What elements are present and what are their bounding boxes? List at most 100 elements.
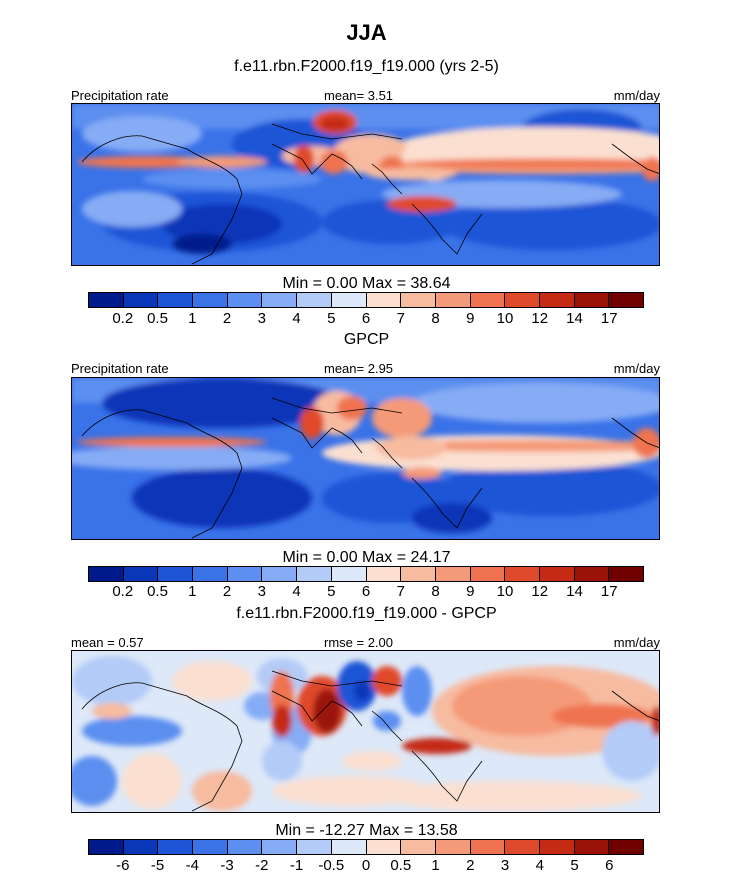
colorbar-tick-label: -1 xyxy=(289,857,304,874)
panel-diff-subtitle: f.e11.rbn.F2000.f19_f19.000 - GPCP xyxy=(236,605,497,622)
panel-obs-colorbar-ticks: 0.2 0.5 1 2 3 4 5 6 7 8 9 10 12 14 17 xyxy=(88,583,644,601)
colorbar-box xyxy=(435,293,471,307)
panel-diff-field xyxy=(72,651,659,812)
colorbar-box xyxy=(297,293,332,307)
panel-obs-colorbar xyxy=(88,566,644,582)
colorbar-box xyxy=(331,840,367,854)
colorbar-tick-label: -4 xyxy=(185,857,199,874)
colorbar-box xyxy=(574,293,610,307)
colorbar-tick-label: 8 xyxy=(431,583,440,600)
colorbar-tick-label: 0 xyxy=(361,857,371,874)
colorbar-box xyxy=(158,840,194,854)
colorbar-tick-label: 1 xyxy=(188,310,197,327)
colorbar-tick-label: 7 xyxy=(396,310,405,327)
panel-obs-field xyxy=(72,378,659,539)
colorbar-box xyxy=(297,840,332,854)
colorbar-box xyxy=(539,293,575,307)
colorbar-tick-label: 14 xyxy=(566,583,583,600)
colorbar-tick-label: -3 xyxy=(220,857,234,874)
panel-model-colorbar xyxy=(88,292,644,308)
colorbar-box xyxy=(123,293,159,307)
panel-diff-right-label: mm/day xyxy=(613,635,660,650)
colorbar-tick-label: 8 xyxy=(431,310,440,327)
colorbar-tick-label: 10 xyxy=(496,310,514,327)
colorbar-tick-label: 0.5 xyxy=(147,583,168,600)
panel-model-stats: Min = 0.00 Max = 38.64 xyxy=(282,275,451,292)
colorbar-tick-label: 0.2 xyxy=(112,310,134,327)
colorbar-box xyxy=(193,840,228,854)
colorbar-box xyxy=(609,293,643,307)
colorbar-tick-label: 5 xyxy=(327,310,336,327)
colorbar-box xyxy=(158,293,194,307)
panel-model-center-label: mean= 3.51 xyxy=(324,88,394,103)
panel-model-left-label: Precipitation rate xyxy=(71,88,169,103)
colorbar-box xyxy=(609,840,643,854)
colorbar-box xyxy=(609,567,643,581)
colorbar-tick-label: 9 xyxy=(466,583,475,600)
colorbar-box xyxy=(366,567,402,581)
colorbar-box xyxy=(401,293,436,307)
colorbar-box xyxy=(331,567,367,581)
colorbar-box xyxy=(262,567,298,581)
colorbar-box xyxy=(435,840,471,854)
colorbar-tick-label: 3 xyxy=(257,310,266,327)
colorbar-box xyxy=(331,293,367,307)
panel-obs-center-label: mean= 2.95 xyxy=(324,361,394,376)
colorbar-tick-label: 2 xyxy=(222,310,232,327)
colorbar-tick-label: 6 xyxy=(605,857,614,874)
colorbar-tick-label: 7 xyxy=(396,583,405,600)
colorbar-tick-label: 2 xyxy=(466,857,475,874)
colorbar-box xyxy=(435,567,471,581)
colorbar-tick-label: 12 xyxy=(531,310,549,327)
panel-diff-map xyxy=(71,650,660,813)
panel-obs-stats: Min = 0.00 Max = 24.17 xyxy=(282,549,451,566)
colorbar-tick-label: 4 xyxy=(292,583,301,600)
colorbar-box xyxy=(227,840,263,854)
colorbar-box xyxy=(262,293,298,307)
colorbar-tick-label: 10 xyxy=(496,583,514,600)
colorbar-box xyxy=(158,567,194,581)
colorbar-box xyxy=(193,293,228,307)
panel-model-map xyxy=(71,103,660,266)
figure-title: JJA xyxy=(346,20,387,45)
colorbar-box xyxy=(401,840,436,854)
colorbar-box xyxy=(227,567,263,581)
colorbar-box xyxy=(227,293,263,307)
colorbar-tick-label: 17 xyxy=(600,583,618,600)
colorbar-tick-label: 12 xyxy=(531,583,549,600)
colorbar-tick-label: -5 xyxy=(150,857,165,874)
colorbar-box xyxy=(505,567,540,581)
colorbar-box xyxy=(123,840,159,854)
colorbar-tick-label: 9 xyxy=(466,310,475,327)
panel-model-field xyxy=(72,104,659,265)
colorbar-box xyxy=(366,293,402,307)
colorbar-box xyxy=(262,840,298,854)
colorbar-tick-label: 1 xyxy=(188,583,197,600)
colorbar-tick-label: 4 xyxy=(292,310,301,327)
colorbar-box xyxy=(470,840,506,854)
panel-obs-right-label: mm/day xyxy=(613,361,660,376)
panel-diff-center-label: rmse = 2.00 xyxy=(324,635,394,650)
colorbar-tick-label: 17 xyxy=(600,310,618,327)
colorbar-box xyxy=(366,840,402,854)
colorbar-box xyxy=(89,293,124,307)
colorbar-box xyxy=(89,840,124,854)
colorbar-tick-label: 4 xyxy=(535,857,544,874)
colorbar-box xyxy=(470,567,506,581)
colorbar-box xyxy=(574,840,610,854)
panel-diff-stats: Min = -12.27 Max = 13.58 xyxy=(275,822,458,839)
colorbar-box xyxy=(505,293,540,307)
colorbar-box xyxy=(401,567,436,581)
panel-obs-subtitle: GPCP xyxy=(343,331,390,348)
panel-obs-map xyxy=(71,377,660,540)
panel-model-subtitle: f.e11.rbn.F2000.f19_f19.000 (yrs 2-5) xyxy=(234,58,499,75)
colorbar-tick-label: 14 xyxy=(566,310,583,327)
colorbar-tick-label: 6 xyxy=(361,583,371,600)
panel-diff-colorbar-ticks: -6 -5 -4 -3 -2 -1 -0.5 0 0.5 1 2 3 4 5 6 xyxy=(88,857,644,875)
panel-model-colorbar-ticks: 0.2 0.5 1 2 3 4 5 6 7 8 9 10 12 14 17 xyxy=(88,310,644,328)
colorbar-tick-label: 6 xyxy=(361,310,371,327)
colorbar-box xyxy=(539,840,575,854)
panel-model-right-label: mm/day xyxy=(613,88,660,103)
colorbar-tick-label: 2 xyxy=(222,583,232,600)
colorbar-box xyxy=(505,840,540,854)
